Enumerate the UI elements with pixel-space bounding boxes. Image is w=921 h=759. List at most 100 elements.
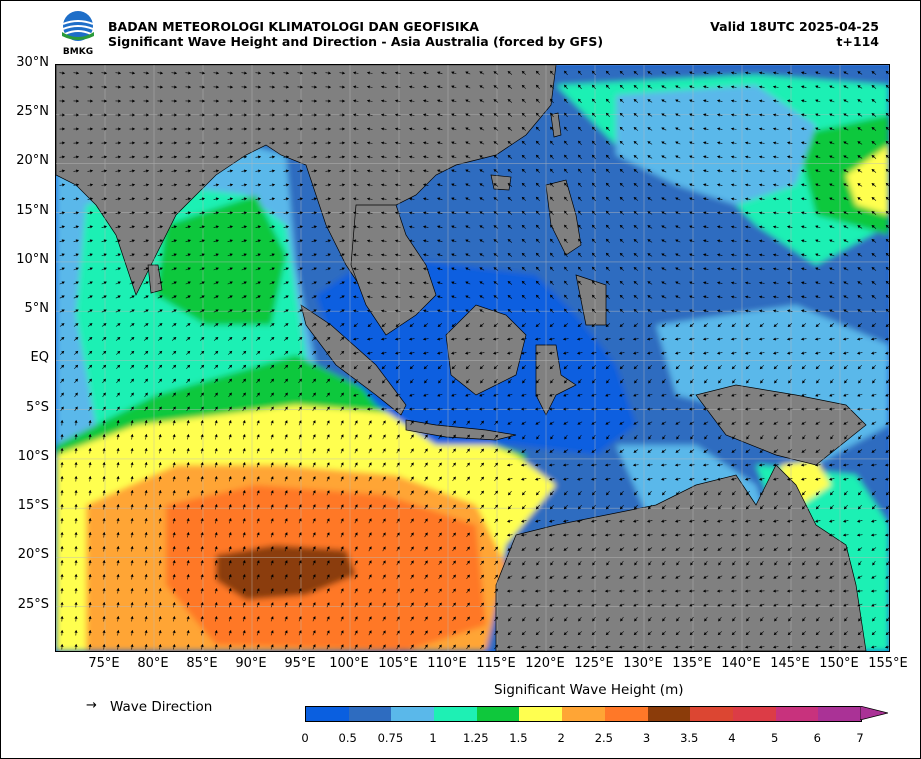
wave-arrow-head bbox=[647, 239, 651, 243]
wave-arrow-head bbox=[258, 113, 262, 117]
wave-arrow-head bbox=[758, 155, 762, 159]
wave-arrow-head bbox=[313, 197, 317, 201]
wave-arrow-head bbox=[507, 295, 511, 298]
wave-arrow-head bbox=[173, 295, 177, 299]
wave-arrow-head bbox=[62, 127, 66, 131]
wave-arrow-head bbox=[744, 169, 748, 173]
wave-arrow-head bbox=[89, 253, 93, 257]
wave-arrow-head bbox=[328, 113, 332, 117]
wave-arrow-head bbox=[285, 197, 289, 201]
wave-arrow-head bbox=[772, 239, 776, 243]
wave-arrow-head bbox=[285, 253, 289, 257]
wave-arrow-head bbox=[285, 295, 289, 299]
wave-arrow-head bbox=[215, 253, 219, 257]
wave-arrow-head bbox=[493, 71, 497, 75]
wave-arrow-head bbox=[314, 127, 318, 131]
wave-arrow-head bbox=[103, 239, 107, 243]
wave-arrow-head bbox=[89, 309, 93, 313]
wave-arrow-head bbox=[857, 295, 861, 299]
wave-arrow-head bbox=[605, 98, 609, 102]
wave-arrow-head bbox=[286, 183, 290, 187]
wave-arrow-head bbox=[104, 85, 108, 89]
wave-arrow-head bbox=[843, 155, 847, 159]
wave-arrow-head bbox=[451, 71, 455, 75]
land-hainan bbox=[490, 174, 512, 191]
wave-arrow-head bbox=[843, 113, 847, 117]
wave-arrow-head bbox=[605, 126, 609, 130]
wave-arrow-head bbox=[647, 183, 651, 187]
wave-arrow-head bbox=[272, 155, 276, 159]
wave-arrow-head bbox=[730, 295, 734, 299]
wave-arrow-head bbox=[633, 99, 637, 103]
wave-arrow-head bbox=[675, 85, 679, 89]
wave-arrow-head bbox=[535, 182, 539, 186]
wave-arrow-head bbox=[633, 169, 637, 173]
wave-arrow-head bbox=[271, 225, 275, 229]
wave-arrow-head bbox=[132, 183, 136, 187]
wave-arrow-head bbox=[272, 169, 276, 173]
wave-arrow-head bbox=[857, 197, 861, 201]
wave-arrow-head bbox=[521, 154, 525, 158]
wave-arrow-head bbox=[605, 112, 609, 116]
wave-arrow-head bbox=[871, 141, 875, 145]
wave-arrow-head bbox=[591, 266, 595, 270]
wave-arrow-head bbox=[730, 197, 734, 201]
wave-arrow-head bbox=[647, 225, 651, 229]
wave-arrow-head bbox=[535, 168, 539, 172]
wave-arrow-head bbox=[647, 155, 651, 159]
wave-arrow-head bbox=[257, 239, 261, 243]
wave-arrow-head bbox=[230, 127, 234, 131]
wave-arrow-head bbox=[313, 225, 317, 229]
wave-arrow-head bbox=[564, 126, 567, 130]
wave-arrow-head bbox=[173, 197, 177, 201]
wave-arrow-head bbox=[801, 267, 805, 271]
wave-arrow-head bbox=[857, 127, 861, 131]
wave-arrow-head bbox=[90, 169, 94, 173]
wave-arrow-head bbox=[244, 183, 248, 187]
wave-arrow-head bbox=[215, 211, 219, 215]
wave-arrow-head bbox=[423, 169, 427, 173]
wave-arrow-head bbox=[451, 113, 455, 117]
wave-arrow-head bbox=[243, 267, 247, 271]
land-borneo bbox=[445, 304, 527, 396]
wave-arrow-head bbox=[423, 85, 427, 89]
wave-arrow-head bbox=[286, 113, 290, 117]
wave-arrow-head bbox=[730, 211, 734, 215]
wave-arrow-head bbox=[829, 113, 833, 117]
wave-arrow-head bbox=[787, 113, 791, 117]
wave-arrow-head bbox=[366, 225, 370, 229]
wave-arrow-head bbox=[229, 309, 233, 313]
wave-arrow-head bbox=[146, 169, 150, 173]
wave-arrow-head bbox=[423, 239, 427, 243]
wave-arrow-head bbox=[366, 169, 370, 173]
wave-arrow-head bbox=[465, 295, 469, 299]
wave-arrow-head bbox=[423, 197, 427, 201]
wave-direction-arrows bbox=[59, 70, 889, 650]
wave-arrow-head bbox=[327, 211, 331, 215]
wave-arrow-head bbox=[366, 239, 370, 243]
wave-arrow-head bbox=[300, 113, 304, 117]
wave-arrow-head bbox=[258, 155, 262, 159]
wave-arrow-head bbox=[815, 253, 819, 257]
wave-arrow-head bbox=[885, 266, 889, 270]
wave-arrow-head bbox=[801, 225, 805, 229]
wave-arrow-head bbox=[871, 71, 875, 75]
wave-arrow-head bbox=[717, 253, 721, 257]
wave-arrow-head bbox=[550, 98, 553, 102]
wave-arrow-head bbox=[160, 71, 164, 75]
wave-arrow-head bbox=[342, 85, 346, 89]
wave-arrow-head bbox=[353, 309, 357, 313]
wave-arrow-head bbox=[423, 127, 427, 131]
wave-arrow-head bbox=[801, 239, 805, 243]
org-name: BADAN METEOROLOGI KLIMATOLOGI DAN GEOFIS… bbox=[108, 19, 479, 34]
wave-arrow-head bbox=[394, 71, 398, 75]
wave-arrow-head bbox=[131, 225, 135, 229]
wave-arrow-head bbox=[521, 126, 525, 130]
wave-arrow-head bbox=[730, 85, 734, 89]
wave-arrow-head bbox=[202, 141, 206, 145]
wave-arrow-head bbox=[243, 253, 247, 257]
wave-arrow-head bbox=[465, 211, 469, 215]
wave-arrow-head bbox=[843, 169, 847, 173]
wave-arrow-head bbox=[104, 141, 108, 145]
wave-arrow-head bbox=[328, 127, 332, 131]
